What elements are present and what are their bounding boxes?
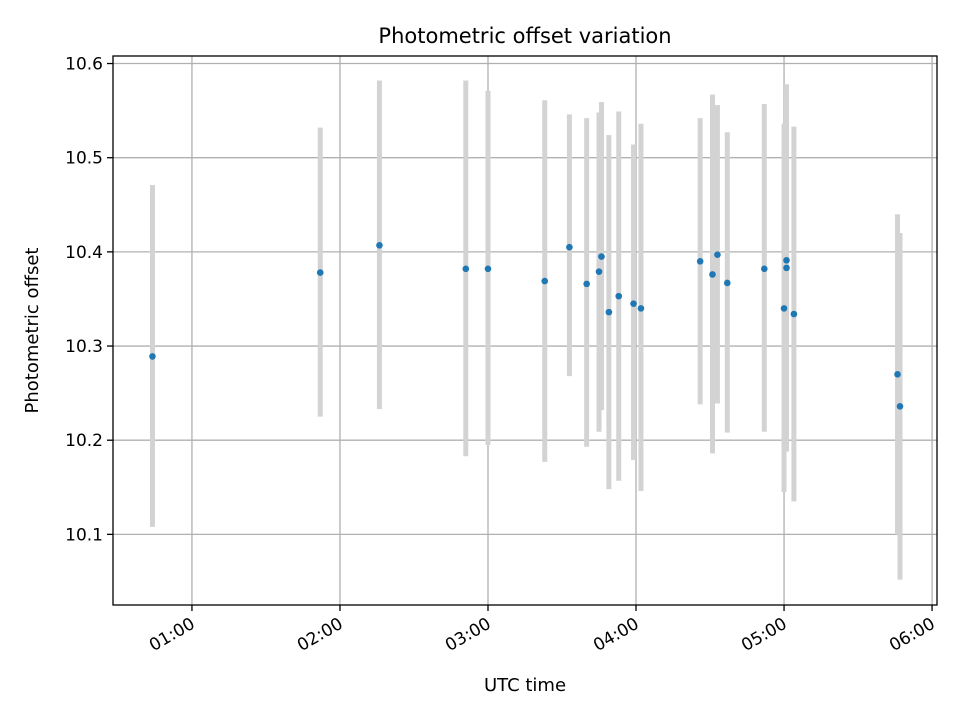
data-point <box>605 308 613 316</box>
data-point <box>615 292 623 300</box>
data-point <box>714 251 721 258</box>
y-tick-label: 10.1 <box>65 525 103 545</box>
data-point <box>780 305 788 312</box>
data-point <box>709 271 716 278</box>
y-tick-label: 10.3 <box>65 337 103 357</box>
data-point <box>783 257 790 264</box>
data-point <box>761 265 768 273</box>
y-axis-label: Photometric offset <box>22 248 43 414</box>
data-point <box>783 264 790 272</box>
data-point <box>595 268 603 275</box>
data-point <box>376 241 383 249</box>
data-point <box>462 265 470 273</box>
data-point <box>598 253 605 260</box>
data-point <box>696 257 704 265</box>
data-point <box>541 277 549 285</box>
data-point <box>583 280 590 288</box>
data-point <box>630 300 637 307</box>
y-tick-label: 10.6 <box>65 55 103 75</box>
data-point <box>149 353 156 360</box>
data-point <box>484 265 492 273</box>
data-point <box>723 279 731 287</box>
plot-frame <box>112 55 938 606</box>
y-tick-label: 10.4 <box>65 243 103 263</box>
chart-title: Photometric offset variation <box>378 24 671 48</box>
y-tick-label: 10.2 <box>65 431 103 451</box>
x-axis-label: UTC time <box>484 675 566 696</box>
data-point <box>637 305 645 312</box>
data-point <box>896 403 904 410</box>
data-point <box>894 370 901 378</box>
marker-layer <box>149 241 904 410</box>
y-tick-label: 10.5 <box>65 149 103 169</box>
data-point <box>316 269 324 276</box>
data-point <box>566 243 573 251</box>
data-point <box>790 310 798 318</box>
